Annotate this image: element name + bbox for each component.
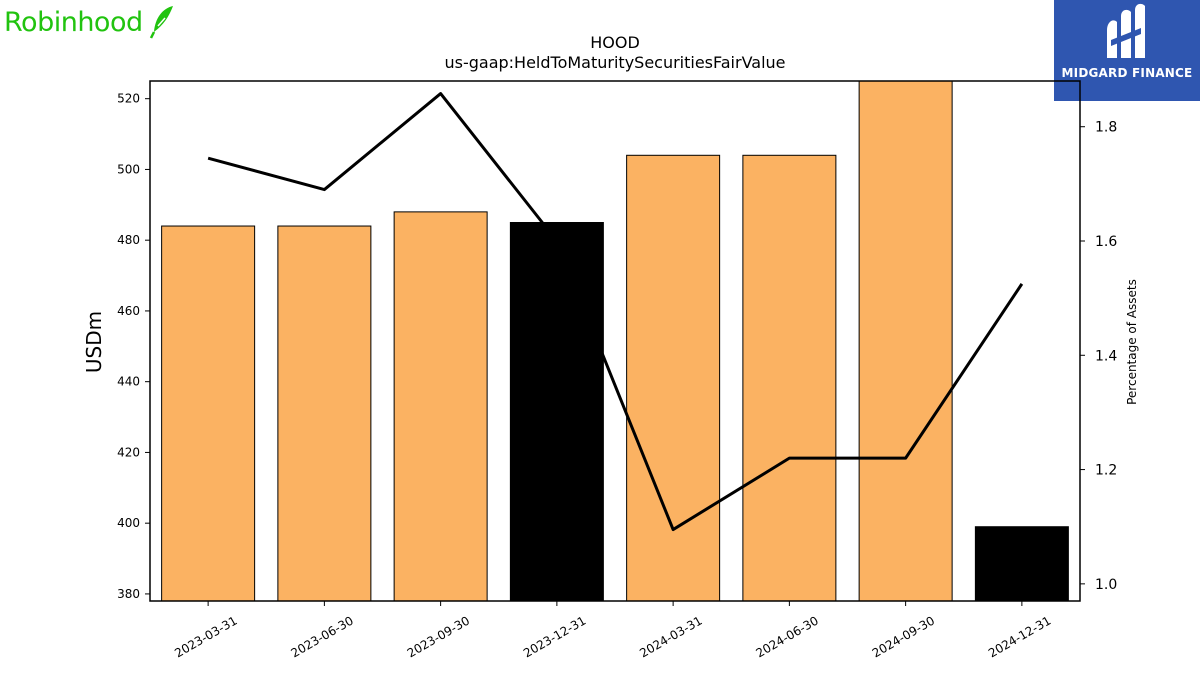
y2-tick-label: 1.4 xyxy=(1095,348,1117,364)
feather-icon xyxy=(149,6,173,39)
y-tick-label: 380 xyxy=(117,587,140,601)
midgard-logo-text: MIDGARD FINANCE xyxy=(1061,66,1193,80)
x-tick-label: 2024-09-30 xyxy=(870,613,937,660)
bar-2024-09-30 xyxy=(858,80,953,602)
y-tick-label: 520 xyxy=(117,92,140,106)
y-tick-label: 400 xyxy=(117,516,140,530)
x-tick-label: 2024-03-31 xyxy=(637,613,704,660)
y-tick-label: 480 xyxy=(117,233,140,247)
bar-2023-12-31 xyxy=(509,222,604,602)
robinhood-logo-text: Robinhood xyxy=(4,6,143,38)
x-tick-label: 2023-03-31 xyxy=(172,613,239,660)
x-tick-label: 2023-06-30 xyxy=(288,613,355,660)
line-group xyxy=(207,92,1024,532)
bar-2023-06-30 xyxy=(277,225,372,602)
y-tick-label: 460 xyxy=(117,304,140,318)
x-tick-label: 2023-09-30 xyxy=(405,613,472,660)
y2-tick-label: 1.2 xyxy=(1095,463,1117,479)
y-ticks: 380 400 420 440 460 480 500 520 xyxy=(117,92,150,601)
bar-2024-03-31 xyxy=(626,154,721,602)
y2-tick-label: 1.8 xyxy=(1095,120,1117,136)
plot-frame xyxy=(149,80,1081,602)
x-tick-label: 2023-12-31 xyxy=(521,613,588,660)
x-tick-label: 2024-06-30 xyxy=(753,613,820,660)
y2-tick-label: 1.0 xyxy=(1095,577,1117,593)
bar-2023-09-30 xyxy=(393,211,488,602)
percentage-line xyxy=(207,92,1024,532)
y2-ticks: 1.0 1.2 1.4 1.6 1.8 xyxy=(1080,120,1117,593)
x-ticks: 2023-03-31 2023-06-30 2023-09-30 2023-12-31… xyxy=(172,601,1053,660)
bar-2023-03-31 xyxy=(161,225,256,602)
chart-title: HOOD xyxy=(590,33,640,52)
bar-2024-12-31 xyxy=(974,526,1069,602)
y-tick-label: 440 xyxy=(117,375,140,389)
bars-group xyxy=(161,80,1069,602)
y-tick-label: 420 xyxy=(117,445,140,459)
y-axis-label: USDm xyxy=(82,311,106,373)
midgard-emblem-icon xyxy=(1107,3,1145,59)
y-tick-label: 500 xyxy=(117,162,140,176)
midgard-finance-logo: MIDGARD FINANCE xyxy=(1054,0,1200,101)
y2-tick-label: 1.6 xyxy=(1095,234,1117,250)
robinhood-logo: Robinhood xyxy=(4,2,177,42)
chart-subtitle: us-gaap:HeldToMaturitySecuritiesFairValu… xyxy=(444,53,785,72)
bar-2024-06-30 xyxy=(742,154,837,602)
x-tick-label: 2024-12-31 xyxy=(986,613,1053,660)
y2-axis-label: Percentage of Assets xyxy=(1125,279,1139,405)
